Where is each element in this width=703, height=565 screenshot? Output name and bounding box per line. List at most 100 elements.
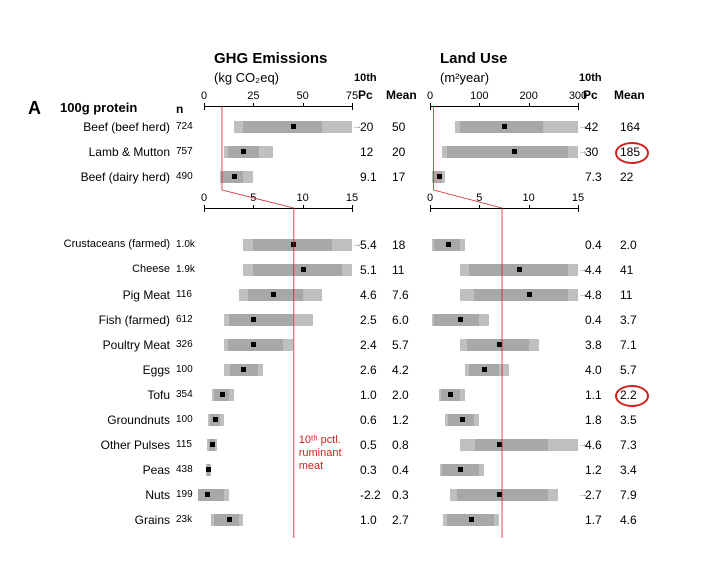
tick-label: 25 xyxy=(241,90,265,102)
ghg-pc: 0.6 xyxy=(360,413,377,427)
land-pc: 1.1 xyxy=(585,388,602,402)
land-pc: 1.2 xyxy=(585,463,602,477)
land-pc-head1: 10th xyxy=(579,72,602,84)
land-mean: 7.3 xyxy=(620,438,637,452)
bar-marker xyxy=(205,492,210,497)
land-pc: 2.7 xyxy=(585,488,602,502)
land-mean: 22 xyxy=(620,170,633,184)
row-n: 326 xyxy=(176,339,193,350)
land-mean: 41 xyxy=(620,263,633,277)
land-mean-head: Mean xyxy=(614,88,645,102)
land-pc: 30 xyxy=(585,145,598,159)
ghg-pc: 2.6 xyxy=(360,363,377,377)
ghg-mean: 6.0 xyxy=(392,313,409,327)
row-n: 100 xyxy=(176,414,193,425)
bar-marker xyxy=(210,442,215,447)
land-pc: 0.4 xyxy=(585,313,602,327)
row-label: Beef (dairy herd) xyxy=(0,170,170,184)
ghg-mean: 0.8 xyxy=(392,438,409,452)
row-n: 116 xyxy=(176,289,192,300)
bar-inner xyxy=(475,439,548,451)
bar-marker xyxy=(291,124,296,129)
bar-marker xyxy=(206,467,211,472)
bar-inner xyxy=(243,121,322,133)
bar-marker xyxy=(251,317,256,322)
bar-marker xyxy=(220,392,225,397)
ghg-mean: 7.6 xyxy=(392,288,409,302)
ghg-pc-head1: 10th xyxy=(354,72,377,84)
ghg-pc: -2.2 xyxy=(360,488,381,502)
row-label: Tofu xyxy=(0,388,170,402)
bar-marker xyxy=(497,342,502,347)
bar-inner xyxy=(457,489,549,501)
row-label: Other Pulses xyxy=(0,438,170,452)
land-mean: 3.5 xyxy=(620,413,637,427)
ghg-subtitle: (kg CO₂eq) xyxy=(214,70,279,85)
row-n: 438 xyxy=(176,464,193,475)
land-mean: 164 xyxy=(620,120,640,134)
ghg-mean: 2.0 xyxy=(392,388,409,402)
tick-label: 0 xyxy=(192,192,216,204)
ruminant-note: meat xyxy=(299,460,323,472)
ghg-pc: 9.1 xyxy=(360,170,377,184)
land-pc: 7.3 xyxy=(585,170,602,184)
ghg-pc: 2.5 xyxy=(360,313,377,327)
bar-marker xyxy=(517,267,522,272)
bar-marker xyxy=(271,292,276,297)
land-mean: 7.9 xyxy=(620,488,637,502)
land-pc: 0.4 xyxy=(585,238,602,252)
land-pc: 4.6 xyxy=(585,438,602,452)
ghg-pc: 20 xyxy=(360,120,373,134)
tick-label: 5 xyxy=(467,192,491,204)
ghg-pc: 0.3 xyxy=(360,463,377,477)
ghg-mean: 50 xyxy=(392,120,405,134)
land-subtitle: (m²year) xyxy=(440,70,489,85)
highlight-circle xyxy=(615,385,649,407)
row-label: Cheese xyxy=(0,263,170,275)
ghg-mean: 0.3 xyxy=(392,488,409,502)
axis-line xyxy=(430,106,578,107)
row-label: Crustaceans (farmed) xyxy=(0,238,170,250)
ghg-mean: 4.2 xyxy=(392,363,409,377)
row-n: 100 xyxy=(176,364,193,375)
bar-marker xyxy=(458,317,463,322)
land-mean: 3.4 xyxy=(620,463,637,477)
bar-marker xyxy=(460,417,465,422)
ghg-pc: 1.0 xyxy=(360,388,377,402)
land-mean: 2.0 xyxy=(620,238,637,252)
highlight-circle xyxy=(615,142,649,164)
row-label: Pig Meat xyxy=(0,288,170,302)
row-n: 612 xyxy=(176,314,193,325)
tick-label: 5 xyxy=(241,192,265,204)
bar-marker xyxy=(527,292,532,297)
bar-marker xyxy=(291,242,296,247)
row-n: 724 xyxy=(176,121,193,132)
row-label: Peas xyxy=(0,463,170,477)
row-n: 115 xyxy=(176,439,192,450)
row-label: Eggs xyxy=(0,363,170,377)
row-label: Lamb & Mutton xyxy=(0,145,170,159)
land-mean: 7.1 xyxy=(620,338,637,352)
bar-marker xyxy=(227,517,232,522)
land-pc: 4.0 xyxy=(585,363,602,377)
ruminant-note: ruminant xyxy=(299,447,342,459)
ghg-pc: 2.4 xyxy=(360,338,377,352)
row-n: 354 xyxy=(176,389,193,400)
tick-label: 10 xyxy=(517,192,541,204)
bar-marker xyxy=(448,392,453,397)
ghg-pc: 0.5 xyxy=(360,438,377,452)
land-mean: 3.7 xyxy=(620,313,637,327)
ghg-pc: 12 xyxy=(360,145,373,159)
axis-line xyxy=(204,208,352,209)
ghg-mean: 0.4 xyxy=(392,463,409,477)
ghg-pc: 5.1 xyxy=(360,263,377,277)
row-label: Nuts xyxy=(0,488,170,502)
ghg-pc: 5.4 xyxy=(360,238,377,252)
land-pc: 4.8 xyxy=(585,288,602,302)
row-n: 757 xyxy=(176,146,193,157)
land-pc: 1.8 xyxy=(585,413,602,427)
row-label: Poultry Meat xyxy=(0,338,170,352)
land-mean: 4.6 xyxy=(620,513,637,527)
ghg-mean: 11 xyxy=(392,263,404,277)
bar-marker xyxy=(213,417,218,422)
